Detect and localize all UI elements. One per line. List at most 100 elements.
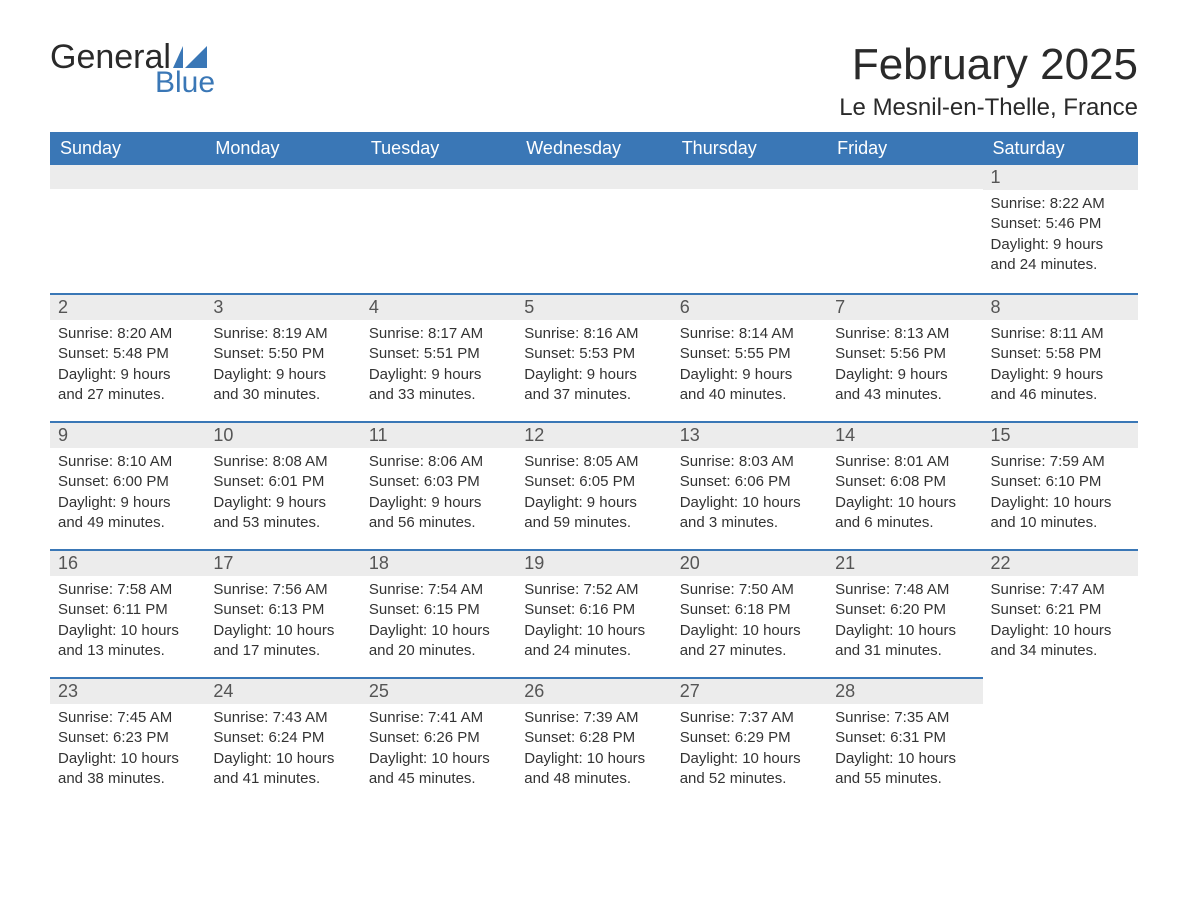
day-line: Daylight: 9 hours [58, 493, 197, 513]
day-line: Sunset: 5:56 PM [835, 344, 974, 364]
calendar-cell: 28Sunrise: 7:35 AMSunset: 6:31 PMDayligh… [827, 677, 982, 805]
day-line: and 41 minutes. [213, 769, 352, 789]
calendar-cell [50, 165, 205, 293]
calendar-cell [827, 165, 982, 293]
calendar-cell [983, 677, 1138, 805]
day-line: Sunset: 6:10 PM [991, 472, 1130, 492]
day-line: Sunrise: 8:13 AM [835, 324, 974, 344]
day-line: Sunset: 5:51 PM [369, 344, 508, 364]
logo-word1: General [50, 40, 171, 74]
day-line: Sunrise: 7:50 AM [680, 580, 819, 600]
day-line: Sunrise: 7:45 AM [58, 708, 197, 728]
calendar-cell: 14 Sunrise: 8:01 AMSunset: 6:08 PMDayligh… [827, 421, 982, 549]
day-line: Sunset: 6:31 PM [835, 728, 974, 748]
day-line: Daylight: 10 hours [369, 749, 508, 769]
day-line: Sunrise: 7:47 AM [991, 580, 1130, 600]
day-line: Daylight: 9 hours [369, 365, 508, 385]
day-line: and 43 minutes. [835, 385, 974, 405]
day-line: and 24 minutes. [991, 255, 1130, 275]
day-body: Sunrise: 8:16 AMSunset: 5:53 PMDaylight:… [516, 320, 671, 415]
day-line: Daylight: 10 hours [835, 493, 974, 513]
day-line: Sunset: 6:29 PM [680, 728, 819, 748]
day-line: Sunset: 5:48 PM [58, 344, 197, 364]
day-header: Friday [827, 132, 982, 165]
day-number: 22 [983, 551, 1138, 576]
day-header: Monday [205, 132, 360, 165]
calendar-cell: 6Sunrise: 8:14 AMSunset: 5:55 PMDaylight… [672, 293, 827, 421]
day-line: and 33 minutes. [369, 385, 508, 405]
day-line: Sunset: 5:53 PM [524, 344, 663, 364]
day-number: 10 [205, 423, 360, 448]
calendar-cell [361, 165, 516, 293]
day-line: Sunrise: 7:37 AM [680, 708, 819, 728]
day-line: Daylight: 10 hours [835, 621, 974, 641]
day-line: Sunset: 6:11 PM [58, 600, 197, 620]
day-number: 14 [827, 423, 982, 448]
day-line: Daylight: 9 hours [524, 365, 663, 385]
day-line: Sunrise: 7:39 AM [524, 708, 663, 728]
day-line: Sunset: 6:18 PM [680, 600, 819, 620]
day-line: Daylight: 9 hours [369, 493, 508, 513]
day-line: Sunset: 6:08 PM [835, 472, 974, 492]
day-line: and 46 minutes. [991, 385, 1130, 405]
day-line: Daylight: 10 hours [58, 621, 197, 641]
day-line: Sunrise: 8:01 AM [835, 452, 974, 472]
day-line: and 27 minutes. [58, 385, 197, 405]
day-body: Sunrise: 7:41 AMSunset: 6:26 PMDaylight:… [361, 704, 516, 799]
day-line: and 31 minutes. [835, 641, 974, 661]
day-line: Sunrise: 8:03 AM [680, 452, 819, 472]
calendar-cell: 18Sunrise: 7:54 AMSunset: 6:15 PMDayligh… [361, 549, 516, 677]
day-body: Sunrise: 7:50 AMSunset: 6:18 PMDaylight:… [672, 576, 827, 671]
day-line: Sunrise: 8:20 AM [58, 324, 197, 344]
day-line: Sunrise: 8:17 AM [369, 324, 508, 344]
day-line: and 34 minutes. [991, 641, 1130, 661]
day-line: Sunset: 6:21 PM [991, 600, 1130, 620]
day-number: 16 [50, 551, 205, 576]
calendar-cell: 15Sunrise: 7:59 AMSunset: 6:10 PMDayligh… [983, 421, 1138, 549]
day-line: Daylight: 10 hours [835, 749, 974, 769]
calendar-cell: 21Sunrise: 7:48 AMSunset: 6:20 PMDayligh… [827, 549, 982, 677]
calendar-week: 9Sunrise: 8:10 AMSunset: 6:00 PMDaylight… [50, 421, 1138, 549]
day-line: and 48 minutes. [524, 769, 663, 789]
logo: General Blue [50, 40, 215, 98]
day-line: Sunset: 6:05 PM [524, 472, 663, 492]
calendar-week: 23Sunrise: 7:45 AMSunset: 6:23 PMDayligh… [50, 677, 1138, 805]
day-line: Sunrise: 7:48 AM [835, 580, 974, 600]
day-line: Sunrise: 7:43 AM [213, 708, 352, 728]
day-body: Sunrise: 7:39 AMSunset: 6:28 PMDaylight:… [516, 704, 671, 799]
calendar-cell: 1Sunrise: 8:22 AMSunset: 5:46 PMDaylight… [983, 165, 1138, 293]
calendar-cell: 16Sunrise: 7:58 AMSunset: 6:11 PMDayligh… [50, 549, 205, 677]
day-line: and 30 minutes. [213, 385, 352, 405]
day-number: 12 [516, 423, 671, 448]
day-line: Sunrise: 7:56 AM [213, 580, 352, 600]
day-number: 7 [827, 295, 982, 320]
day-line: Daylight: 10 hours [991, 493, 1130, 513]
day-line: Sunset: 6:03 PM [369, 472, 508, 492]
calendar-cell: 27Sunrise: 7:37 AMSunset: 6:29 PMDayligh… [672, 677, 827, 805]
day-line: Daylight: 10 hours [213, 621, 352, 641]
day-line: and 10 minutes. [991, 513, 1130, 533]
day-line: Daylight: 9 hours [991, 365, 1130, 385]
day-body: Sunrise: 7:52 AMSunset: 6:16 PMDaylight:… [516, 576, 671, 671]
calendar-cell: 5Sunrise: 8:16 AMSunset: 5:53 PMDaylight… [516, 293, 671, 421]
day-line: and 53 minutes. [213, 513, 352, 533]
day-number: 24 [205, 679, 360, 704]
calendar-week: 1Sunrise: 8:22 AMSunset: 5:46 PMDaylight… [50, 165, 1138, 293]
day-header: Wednesday [516, 132, 671, 165]
day-number: 21 [827, 551, 982, 576]
day-number: 26 [516, 679, 671, 704]
day-line: Daylight: 10 hours [213, 749, 352, 769]
day-number: 19 [516, 551, 671, 576]
day-line: Sunrise: 7:52 AM [524, 580, 663, 600]
day-line: Sunrise: 8:11 AM [991, 324, 1130, 344]
day-body: Sunrise: 7:56 AMSunset: 6:13 PMDaylight:… [205, 576, 360, 671]
day-line: Sunrise: 8:06 AM [369, 452, 508, 472]
day-line: Sunrise: 8:08 AM [213, 452, 352, 472]
day-line: Sunrise: 7:35 AM [835, 708, 974, 728]
day-line: Sunrise: 7:41 AM [369, 708, 508, 728]
day-line: and 49 minutes. [58, 513, 197, 533]
day-body: Sunrise: 7:59 AMSunset: 6:10 PMDaylight:… [983, 448, 1138, 543]
day-number: 2 [50, 295, 205, 320]
day-body: Sunrise: 8:08 AMSunset: 6:01 PMDaylight:… [205, 448, 360, 543]
calendar-cell: 11Sunrise: 8:06 AMSunset: 6:03 PMDayligh… [361, 421, 516, 549]
